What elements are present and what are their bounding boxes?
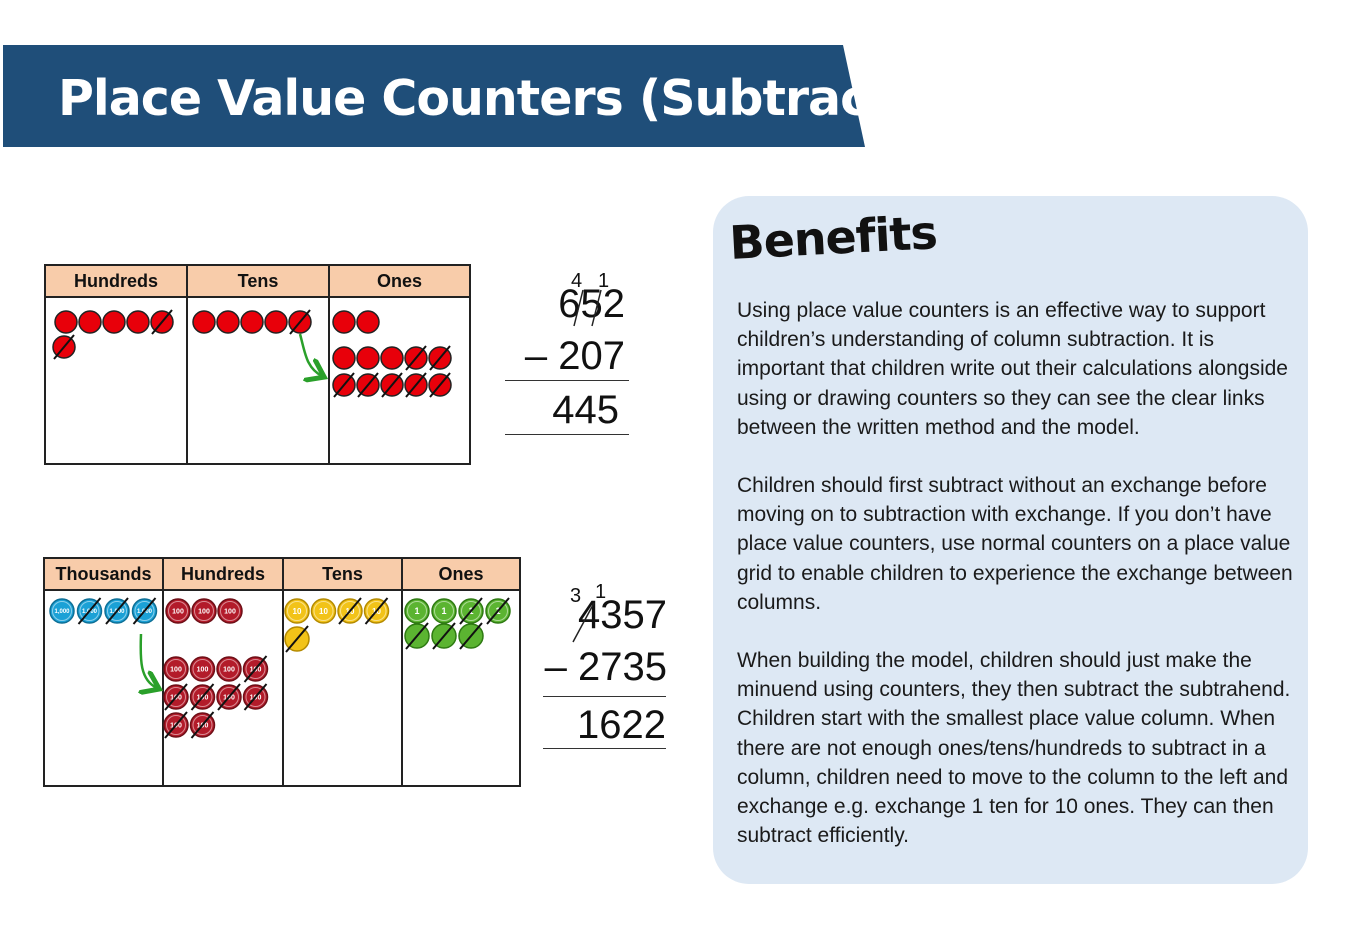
page-title: Place Value Counters (Subtraction) <box>58 70 995 127</box>
result: 445 <box>552 388 619 432</box>
answer-line-bottom <box>543 748 666 749</box>
grid2-tens-column: Tens <box>284 559 403 785</box>
grid1-header-tens: Tens <box>188 266 328 298</box>
result: 1622 <box>577 703 666 747</box>
subtrahend: – 207 <box>524 334 625 378</box>
carry-digit-left: 3 <box>570 585 582 607</box>
carry-digit-right: 1 <box>598 270 610 292</box>
place-value-grid-1: Hundreds Tens Ones <box>44 264 471 465</box>
calculation-1: 4 1 652 – 207 445 <box>505 268 635 438</box>
grid2-ones-column: Ones <box>403 559 519 785</box>
grid2-header-thousands: Thousands <box>45 559 162 591</box>
title-banner <box>3 45 865 147</box>
minuend: 652 <box>558 282 625 326</box>
calculation-2: 3 1 4357 – 2735 1622 <box>540 581 670 755</box>
grid1-hundreds-column: Hundreds <box>46 266 188 463</box>
grid2-hundreds-column: Hundreds <box>164 559 284 785</box>
answer-line-bottom <box>505 434 629 435</box>
minuend: 4357 <box>578 593 667 637</box>
banner-shape <box>3 45 865 147</box>
answer-line-top <box>505 380 629 381</box>
carry-digit-left: 4 <box>571 270 583 292</box>
benefits-panel: Benefits Using place value counters is a… <box>713 196 1308 884</box>
grid1-header-ones: Ones <box>330 266 469 298</box>
grid2-header-hundreds: Hundreds <box>164 559 282 591</box>
strike-marks <box>573 289 602 327</box>
grid1-tens-column: Tens <box>188 266 330 463</box>
benefits-paragraph-2: Children should first subtract without a… <box>737 474 1293 614</box>
strike-marks <box>572 602 595 643</box>
benefits-text: Using place value counters is an effecti… <box>737 296 1297 879</box>
grid1-ones-column: Ones <box>330 266 469 463</box>
benefits-title: Benefits <box>728 205 939 270</box>
grid2-header-ones: Ones <box>403 559 519 591</box>
benefits-paragraph-1: Using place value counters is an effecti… <box>737 299 1288 439</box>
subtrahend: – 2735 <box>544 645 667 689</box>
grid1-header-hundreds: Hundreds <box>46 266 186 298</box>
grid2-header-tens: Tens <box>284 559 401 591</box>
benefits-paragraph-3: When building the model, children should… <box>737 649 1291 848</box>
grid2-thousands-column: Thousands <box>45 559 164 785</box>
place-value-grid-2: Thousands Hundreds Tens Ones <box>43 557 521 787</box>
carry-digit-right: 1 <box>595 581 607 603</box>
answer-line-top <box>543 696 666 697</box>
